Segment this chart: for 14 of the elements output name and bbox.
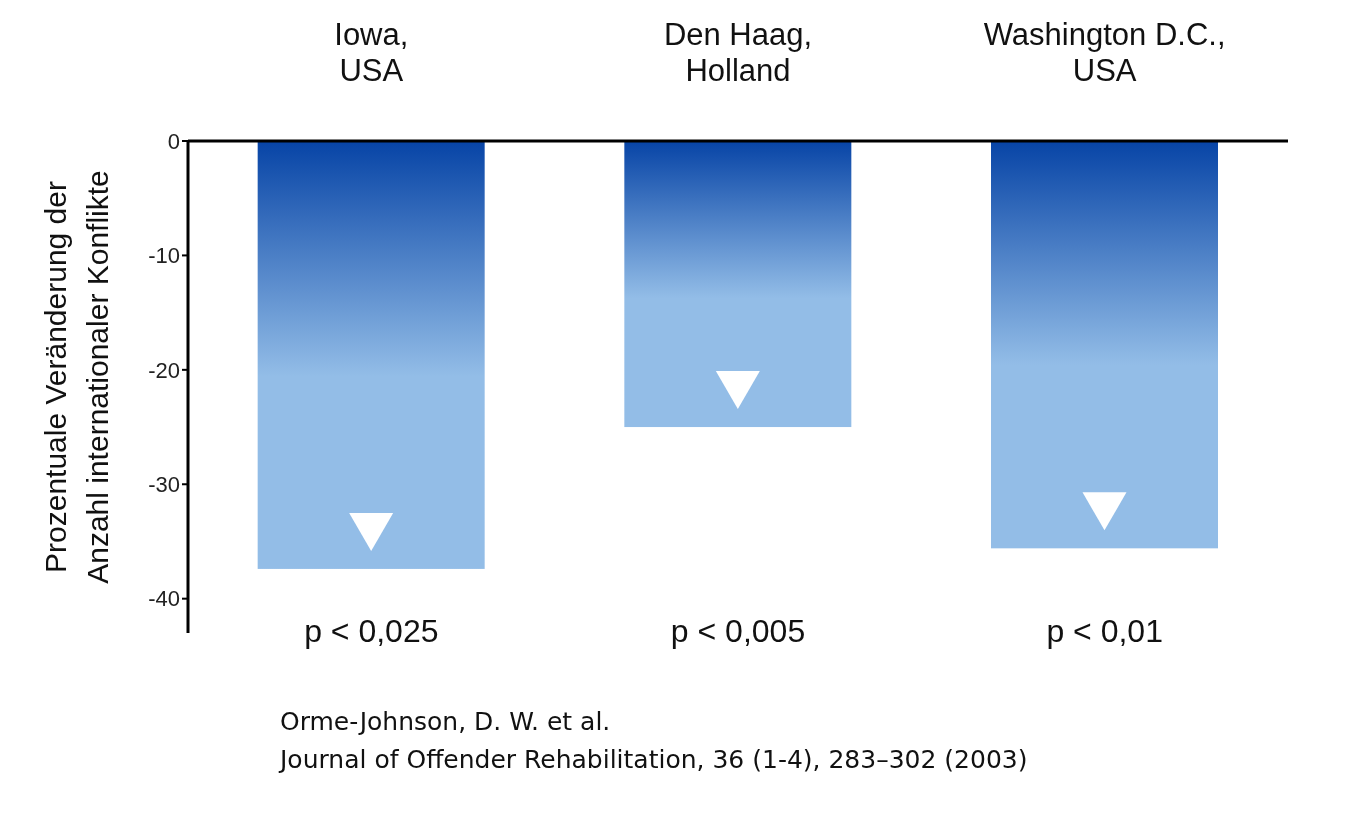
x-tick-label: Iowa, USA [334,17,409,88]
text: Journal of Offender Rehabilitation, 36 (1-4), 283–302 (2003) [280,744,1029,776]
annotation: p < 0,005 [669,613,807,650]
y-tick-label: -30 [148,472,180,498]
text: Orme-Johnson, D. W. et al. [280,706,612,738]
x-tick-label: Washington D.C., USA [983,17,1226,88]
y-tick-label: -10 [148,243,180,269]
y-axis-title: Prozentuale Veränderung der Anzahl internationaler Konflikte [39,170,114,584]
y-tick-label: -20 [148,357,180,383]
y-tick-label: -40 [148,586,180,612]
y-tick-label: 0 [167,128,180,154]
x-tick-label: Den Haag, Holland [663,17,813,88]
annotation: p < 0,025 [303,613,440,650]
annotation: p < 0,01 [1045,613,1164,650]
